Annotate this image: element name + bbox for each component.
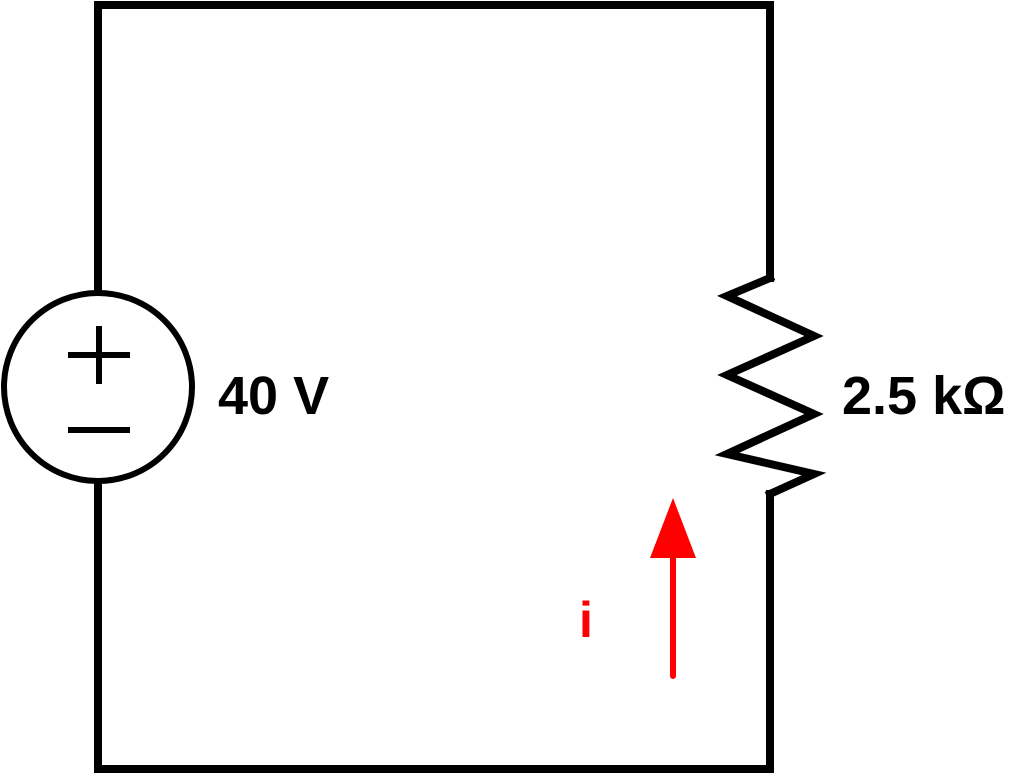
wire-bottom — [94, 480, 774, 773]
wire-top — [94, 1, 774, 296]
voltage-source — [1, 290, 195, 484]
current-label: i — [579, 592, 593, 648]
resistor-zigzag — [714, 272, 827, 500]
voltage-source-circle — [1, 290, 195, 484]
resistor-value-label: 2.5 kΩ — [842, 366, 1005, 426]
plus-sign — [68, 326, 130, 384]
current-arrow — [650, 498, 696, 679]
source-voltage-label: 40 V — [218, 366, 329, 426]
